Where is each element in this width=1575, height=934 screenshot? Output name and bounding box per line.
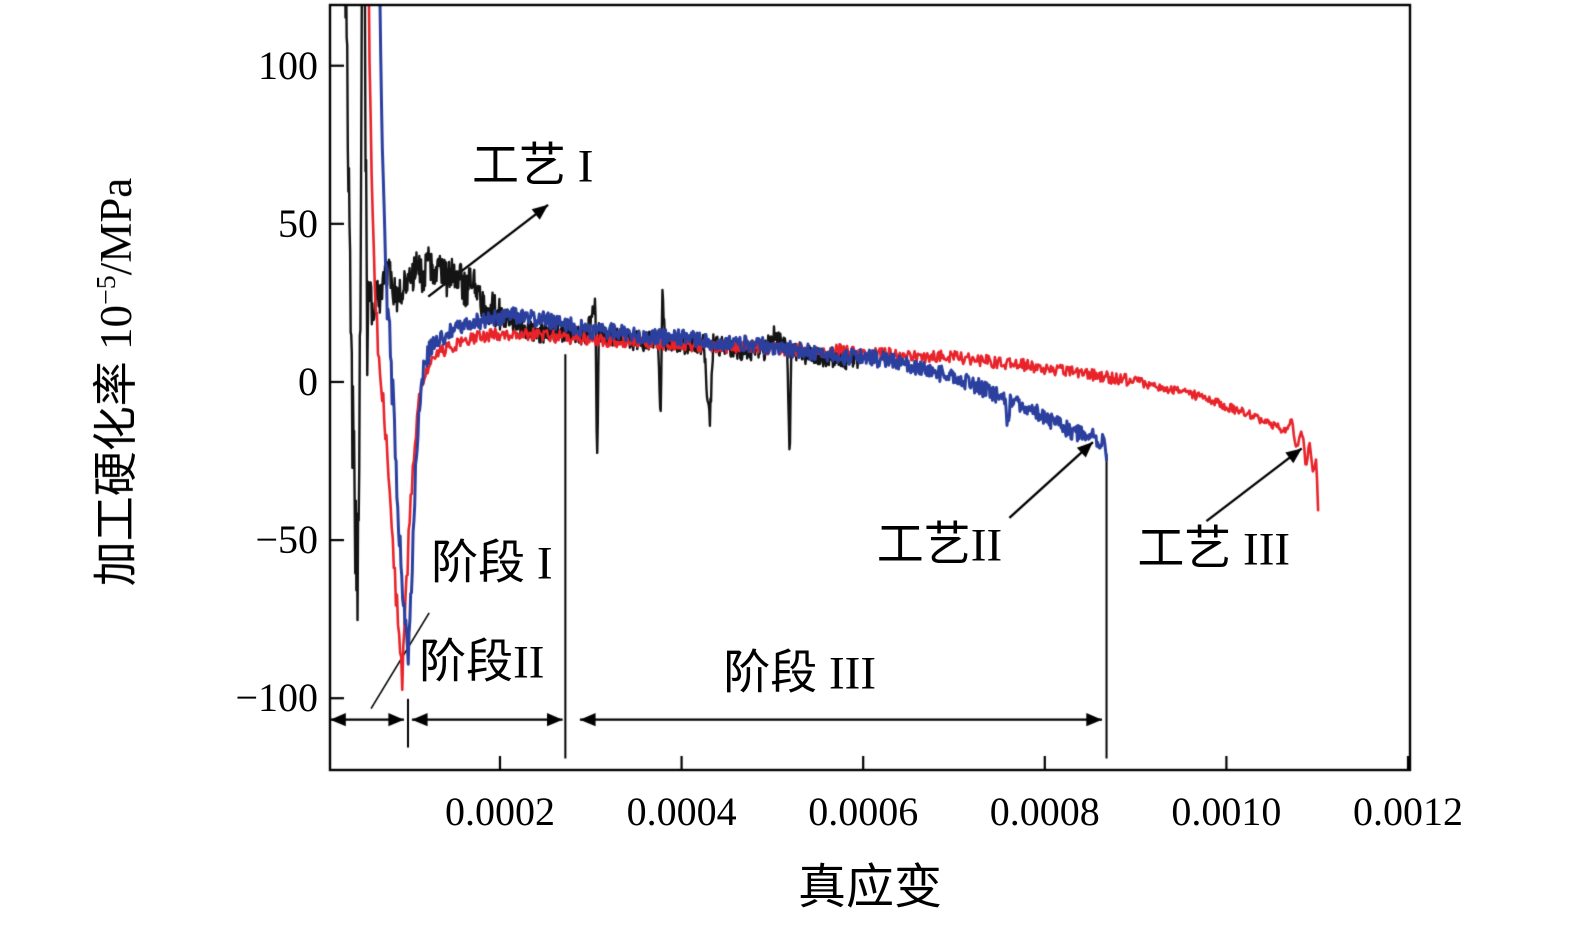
y-axis-label-text: 加工硬化率 10 [91, 304, 141, 587]
stage-2-label: 阶段II [419, 636, 545, 689]
stage-1-label: 阶段 I [431, 537, 553, 590]
y-tick-label: −100 [235, 675, 318, 721]
y-axis-label: 加工硬化率 10−5/MPa [91, 177, 141, 587]
y-tick-label: 0 [298, 358, 318, 404]
x-tick-label: 0.0012 [1353, 789, 1463, 834]
process-3-label: 工艺 III [1137, 523, 1291, 576]
y-axis-label-unit: /MPa [91, 177, 141, 276]
y-tick-label: −50 [255, 517, 318, 563]
x-tick-label: 0.0008 [989, 789, 1100, 834]
x-tick-label: 0.0010 [1171, 789, 1282, 834]
x-axis-label: 真应变 [797, 861, 943, 914]
x-tick-label: 0.0006 [808, 789, 919, 834]
y-tick-label: 50 [278, 200, 318, 246]
x-tick-label: 0.0002 [444, 789, 555, 834]
process-2-label: 工艺II [876, 519, 1003, 572]
y-tick-label: 100 [258, 42, 318, 88]
process-1-label: 工艺 I [471, 140, 594, 193]
stage-3-label: 阶段 III [723, 647, 876, 700]
x-tick-label: 0.0004 [626, 789, 737, 834]
y-axis-label-exponent: −5 [91, 275, 122, 305]
